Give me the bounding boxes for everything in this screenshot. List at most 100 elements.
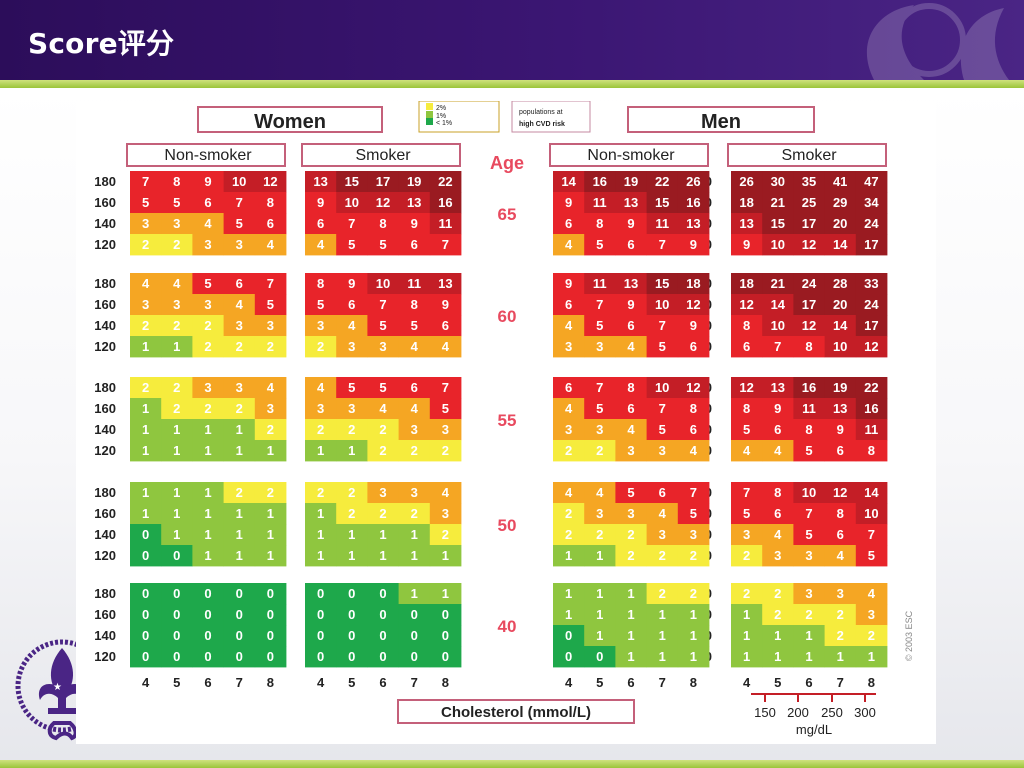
risk-cell	[584, 213, 616, 235]
risk-cell	[192, 524, 224, 546]
risk-value: 14	[771, 297, 786, 312]
risk-cell	[855, 604, 888, 626]
risk-value: 1	[204, 422, 211, 437]
risk-cell	[553, 213, 585, 235]
systolic-bp-label: 140	[94, 318, 116, 333]
risk-cell	[646, 273, 679, 295]
risk-cell	[762, 625, 794, 647]
risk-cell	[336, 583, 368, 605]
risk-cell	[223, 192, 256, 214]
risk-cell	[855, 440, 888, 462]
risk-value: 0	[442, 649, 449, 664]
risk-cell	[305, 213, 337, 235]
risk-cell	[615, 440, 647, 462]
risk-value: 17	[376, 174, 390, 189]
risk-value: 35	[802, 174, 816, 189]
risk-cell	[130, 419, 162, 441]
risk-value: 17	[802, 297, 816, 312]
risk-cell	[429, 503, 462, 525]
risk-value: 4	[267, 380, 275, 395]
risk-value: 2	[236, 401, 243, 416]
mgdl-tick-label: 250	[821, 705, 843, 720]
risk-value: 5	[805, 527, 812, 542]
risk-value: 6	[659, 485, 666, 500]
risk-cell	[553, 440, 585, 462]
legend-frame	[418, 100, 500, 133]
risk-value: 2	[204, 401, 211, 416]
risk-value: 0	[411, 628, 418, 643]
risk-cell	[398, 336, 431, 358]
risk-cell	[192, 336, 224, 358]
risk-cell	[824, 336, 857, 358]
risk-cell	[762, 171, 794, 193]
risk-cell	[254, 583, 287, 605]
copyright-label: © 2003 ESC	[904, 610, 914, 661]
risk-value: 3	[173, 216, 180, 231]
risk-cell	[731, 604, 763, 626]
risk-value: 3	[627, 506, 634, 521]
risk-value: 3	[837, 586, 844, 601]
risk-value: 2	[411, 443, 418, 458]
risk-cell	[793, 315, 825, 337]
risk-value: 8	[805, 422, 812, 437]
risk-cell	[824, 604, 857, 626]
column-header-box	[727, 143, 887, 167]
systolic-bp-label: 140	[94, 422, 116, 437]
risk-value: 29	[833, 195, 847, 210]
risk-value: 7	[267, 276, 274, 291]
risk-cell	[398, 273, 431, 295]
risk-cell	[367, 604, 399, 626]
risk-value: 4	[565, 485, 573, 500]
risk-value: 28	[833, 276, 847, 291]
risk-value: 0	[173, 628, 180, 643]
systolic-bp-label: 120	[94, 339, 116, 354]
risk-cell	[553, 294, 585, 316]
risk-cell	[130, 482, 162, 504]
risk-value: 20	[833, 216, 847, 231]
risk-value: 1	[317, 506, 324, 521]
risk-cell	[305, 294, 337, 316]
group-header-box	[627, 106, 815, 133]
risk-cell	[192, 419, 224, 441]
risk-cell	[677, 273, 710, 295]
risk-cell	[192, 545, 224, 567]
risk-value: 2	[805, 607, 812, 622]
risk-cell	[130, 440, 162, 462]
cholesterol-tick: 5	[596, 675, 603, 690]
risk-value: 12	[802, 318, 816, 333]
risk-value: 1	[267, 527, 274, 542]
risk-value: 1	[837, 649, 844, 664]
risk-value: 19	[407, 174, 421, 189]
risk-cell	[584, 482, 616, 504]
risk-cell	[305, 440, 337, 462]
risk-cell	[553, 234, 585, 256]
risk-value: 1	[348, 548, 355, 563]
risk-value: 0	[204, 607, 211, 622]
risk-value: 4	[317, 237, 325, 252]
risk-cell	[793, 604, 825, 626]
risk-value: 1	[411, 548, 418, 563]
legend-label: < 1%	[436, 120, 452, 127]
risk-value: 3	[805, 586, 812, 601]
risk-cell	[254, 171, 287, 193]
risk-value: 3	[379, 485, 386, 500]
risk-cell	[855, 234, 888, 256]
risk-cell	[254, 377, 287, 399]
risk-cell	[793, 192, 825, 214]
risk-value: 1	[348, 527, 355, 542]
risk-cell	[793, 646, 825, 668]
risk-cell	[336, 646, 368, 668]
mgdl-tick-label: 300	[854, 705, 876, 720]
risk-cell	[855, 336, 888, 358]
systolic-bp-label: 120	[94, 443, 116, 458]
risk-value: 24	[802, 276, 817, 291]
risk-cell	[254, 234, 287, 256]
risk-value: 1	[442, 586, 449, 601]
risk-cell	[161, 503, 193, 525]
risk-value: 13	[407, 195, 421, 210]
risk-value: 1	[743, 607, 750, 622]
risk-cell	[367, 646, 399, 668]
risk-value: 3	[442, 506, 449, 521]
risk-cell	[762, 234, 794, 256]
risk-value: 2	[690, 548, 697, 563]
